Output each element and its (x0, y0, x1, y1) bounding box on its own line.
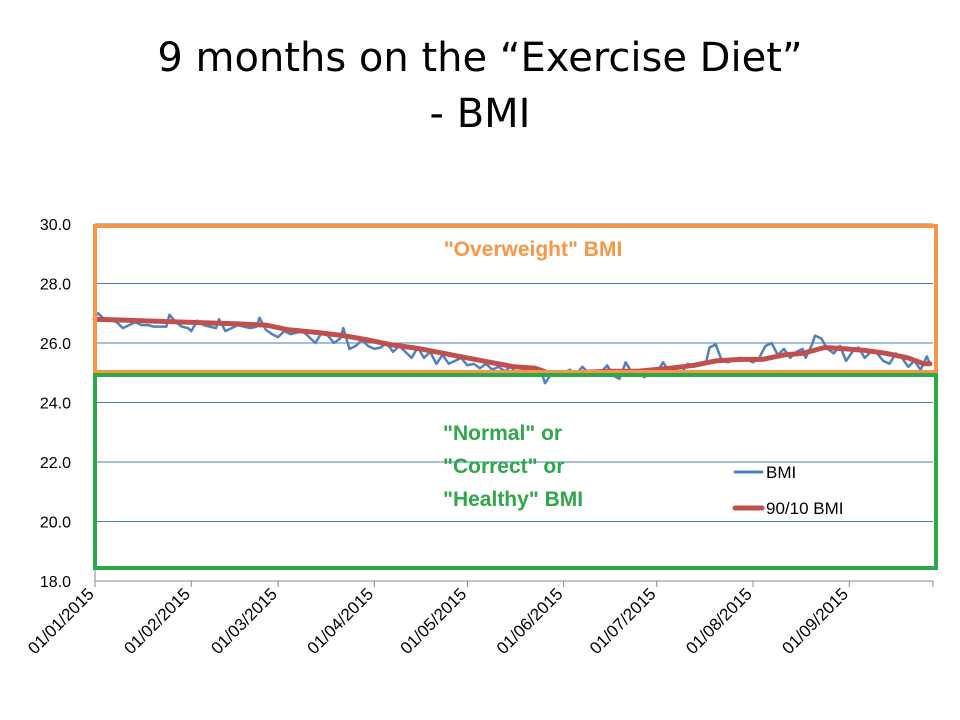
y-tick-label: 22.0 (40, 455, 71, 472)
y-tick-label: 24.0 (40, 396, 71, 413)
title-line-1: 9 months on the “Exercise Diet” (157, 35, 803, 81)
slide-title: 9 months on the “Exercise Diet” - BMI (0, 30, 960, 142)
x-tick-label: 01/01/2015 (24, 584, 98, 658)
x-tick-label: 01/03/2015 (207, 584, 281, 658)
y-tick-label: 20.0 (40, 515, 71, 532)
y-tick-label: 28.0 (40, 277, 71, 294)
x-tick-label: 01/06/2015 (493, 584, 567, 658)
title-line-2: - BMI (429, 91, 531, 137)
x-tick-label: 01/07/2015 (586, 584, 660, 658)
bmi-zones: "Overweight" BMI "Normal" or "Correct" or "… (93, 224, 938, 570)
series-90-10-bmi-line (92, 316, 933, 376)
x-tick-label: 01/04/2015 (304, 584, 378, 658)
overweight-zone-label: "Overweight" BMI (444, 238, 623, 261)
x-tick-label: 01/08/2015 (682, 584, 756, 658)
normal-zone-label-line: "Normal" or (443, 422, 562, 445)
y-tick-label: 26.0 (40, 336, 71, 353)
legend: BMI 90/10 BMI (732, 463, 844, 518)
x-tick-label: 01/02/2015 (120, 584, 194, 658)
legend-label: 90/10 BMI (766, 499, 844, 518)
overweight-zone-box (93, 224, 938, 374)
y-tick-label: 30.0 (40, 217, 71, 234)
normal-zone-label-line: "Correct" or (443, 455, 564, 478)
normal-zone-label-line: "Healthy" BMI (443, 488, 583, 511)
x-tick-label: 01/05/2015 (397, 584, 471, 658)
x-tick-label: 01/09/2015 (778, 584, 852, 658)
y-tick-label: 18.0 (40, 574, 71, 591)
normal-zone-box (93, 373, 938, 570)
legend-label: BMI (766, 463, 796, 482)
